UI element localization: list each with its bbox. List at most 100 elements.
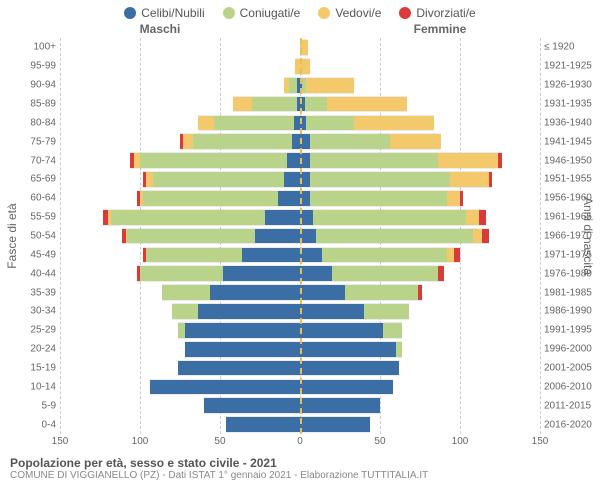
segment-widowed <box>473 229 483 244</box>
segment-widowed <box>390 134 441 149</box>
segment-divorced <box>418 285 421 300</box>
segment-single <box>226 417 300 432</box>
x-tick: 150 <box>52 436 69 447</box>
male-bar <box>162 284 300 301</box>
birth-year-label: 1981-1985 <box>544 287 598 298</box>
segment-single <box>300 380 393 395</box>
segment-widowed <box>354 116 434 131</box>
legend-swatch <box>318 7 330 19</box>
birth-year-label: 1996-2000 <box>544 344 598 355</box>
legend-item: Celibi/Nubili <box>124 6 204 20</box>
segment-single <box>265 210 300 225</box>
segment-single <box>198 304 300 319</box>
x-tick: 0 <box>297 436 303 447</box>
birth-year-label: 1991-1995 <box>544 325 598 336</box>
age-label: 35-39 <box>22 287 56 298</box>
age-label: 75-79 <box>22 136 56 147</box>
birth-year-label: 1961-1965 <box>544 212 598 223</box>
caption-title: Popolazione per età, sesso e stato civil… <box>10 456 590 470</box>
y-axis-left-label: Fasce di età <box>5 203 19 268</box>
segment-widowed <box>466 210 479 225</box>
female-bar <box>300 115 434 132</box>
age-label: 45-49 <box>22 249 56 260</box>
segment-single <box>300 266 332 281</box>
x-tick: 100 <box>452 436 469 447</box>
segment-single <box>255 229 300 244</box>
birth-year-label: 1941-1945 <box>544 136 598 147</box>
segment-married <box>322 248 447 263</box>
segment-divorced <box>479 210 485 225</box>
age-label: 0-4 <box>22 419 56 430</box>
segment-married <box>111 210 265 225</box>
age-label: 30-34 <box>22 306 56 317</box>
age-label: 55-59 <box>22 212 56 223</box>
legend-label: Divorziati/e <box>416 6 475 20</box>
birth-year-label: 1971-1975 <box>544 249 598 260</box>
birth-year-label: 1921-1925 <box>544 61 598 72</box>
legend-item: Divorziati/e <box>399 6 475 20</box>
male-bar <box>185 341 300 358</box>
segment-widowed <box>306 78 354 93</box>
x-tick: 50 <box>374 436 385 447</box>
male-bar <box>150 379 300 396</box>
caption: Popolazione per età, sesso e stato civil… <box>0 450 600 481</box>
segment-married <box>193 134 292 149</box>
male-bar <box>137 265 300 282</box>
segment-married <box>383 323 402 338</box>
legend-swatch <box>399 7 411 19</box>
segment-married <box>140 153 287 168</box>
birth-year-label: 2016-2020 <box>544 419 598 430</box>
female-bar <box>300 247 460 264</box>
segment-married <box>214 116 294 131</box>
female-bar <box>300 360 399 377</box>
female-bar <box>300 303 409 320</box>
segment-married <box>310 134 390 149</box>
legend-label: Coniugati/e <box>240 6 301 20</box>
female-bar <box>300 77 354 94</box>
age-label: 60-64 <box>22 193 56 204</box>
segment-single <box>300 323 383 338</box>
age-label: 80-84 <box>22 117 56 128</box>
segment-married <box>162 285 210 300</box>
segment-married <box>306 116 354 131</box>
age-label: 15-19 <box>22 363 56 374</box>
legend-label: Vedovi/e <box>335 6 381 20</box>
segment-widowed <box>447 191 460 206</box>
male-bar <box>172 303 300 320</box>
segment-widowed <box>198 116 214 131</box>
age-label: 100+ <box>22 42 56 53</box>
segment-married <box>127 229 255 244</box>
female-bar <box>300 397 380 414</box>
segment-single <box>278 191 300 206</box>
legend-item: Vedovi/e <box>318 6 381 20</box>
male-bar <box>180 133 300 150</box>
birth-year-label: 1926-1930 <box>544 80 598 91</box>
male-bar <box>143 171 300 188</box>
male-bar <box>178 322 300 339</box>
female-bar <box>300 416 370 433</box>
female-bar <box>300 133 441 150</box>
legend-swatch <box>124 7 136 19</box>
segment-single <box>284 172 300 187</box>
age-label: 95-99 <box>22 61 56 72</box>
male-bar <box>122 228 300 245</box>
female-bar <box>300 152 502 169</box>
pyramid-chart: Fasce di età Anni di nascita 100+≤ 19209… <box>60 38 540 434</box>
male-bar <box>284 77 300 94</box>
segment-divorced <box>460 191 463 206</box>
segment-single <box>300 229 316 244</box>
segment-single <box>204 398 300 413</box>
segment-single <box>210 285 300 300</box>
segment-widowed <box>438 153 499 168</box>
birth-year-label: 2011-2015 <box>544 400 598 411</box>
segment-married <box>146 248 242 263</box>
male-bar <box>204 397 300 414</box>
female-bar <box>300 171 492 188</box>
segment-married <box>143 191 277 206</box>
birth-year-label: 1976-1980 <box>544 268 598 279</box>
age-label: 70-74 <box>22 155 56 166</box>
segment-married <box>289 78 297 93</box>
female-bar <box>300 190 463 207</box>
segment-married <box>252 97 297 112</box>
segment-married <box>313 210 467 225</box>
